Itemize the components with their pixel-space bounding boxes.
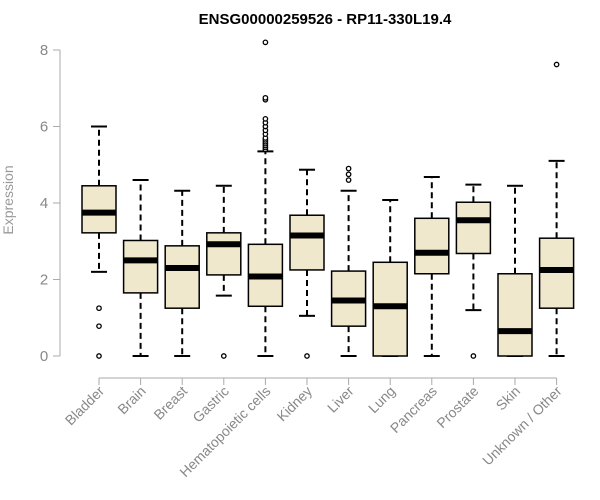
box-iqr bbox=[289, 214, 325, 271]
outlier-point bbox=[470, 353, 477, 359]
outlier-point bbox=[345, 177, 352, 183]
y-tick-label: 4 bbox=[40, 195, 48, 212]
outlier-point bbox=[553, 61, 560, 68]
outlier-point bbox=[345, 171, 352, 178]
box-iqr bbox=[164, 245, 200, 309]
boxes bbox=[81, 39, 575, 359]
outlier-point bbox=[96, 353, 102, 359]
x-tick-label: Liver bbox=[324, 383, 357, 416]
outlier-point bbox=[262, 116, 269, 122]
y-tick-label: 0 bbox=[40, 348, 48, 365]
y-axis-label: Expression bbox=[0, 165, 16, 234]
outlier-point bbox=[220, 353, 227, 359]
x-tick-label: Skin bbox=[493, 383, 524, 414]
outlier-point bbox=[262, 94, 269, 101]
x-tick-label: Bladder bbox=[62, 383, 108, 429]
y-tick-label: 8 bbox=[40, 42, 48, 59]
box-iqr bbox=[122, 239, 159, 294]
outlier-point bbox=[345, 165, 352, 172]
outlier-point bbox=[96, 305, 102, 312]
box-iqr bbox=[497, 273, 533, 357]
x-tick-label: Prostate bbox=[433, 383, 481, 431]
box-liver bbox=[330, 165, 367, 357]
box-hematopoietic-cells bbox=[247, 39, 284, 357]
y-tick-label: 6 bbox=[40, 119, 48, 136]
box-breast bbox=[164, 189, 200, 357]
box-kidney bbox=[289, 168, 325, 359]
y-tick-label: 2 bbox=[40, 272, 48, 289]
outlier-point bbox=[262, 39, 269, 46]
box-iqr bbox=[414, 217, 450, 275]
x-tick-label: Brain bbox=[114, 383, 148, 417]
box-skin bbox=[497, 184, 533, 357]
box-lung bbox=[372, 198, 408, 357]
chart-title: ENSG00000259526 - RP11-330L19.4 bbox=[199, 11, 452, 28]
x-tick-label: Unknown / Other bbox=[479, 383, 565, 469]
x-tick-label: Breast bbox=[150, 383, 190, 423]
box-iqr bbox=[455, 201, 492, 255]
box-brain bbox=[122, 179, 159, 357]
outlier-point bbox=[304, 353, 310, 359]
axes bbox=[53, 49, 558, 385]
box-pancreas bbox=[414, 175, 450, 357]
box-prostate bbox=[455, 183, 492, 359]
box-gastric bbox=[206, 184, 242, 359]
outlier-point bbox=[96, 323, 102, 330]
x-tick-label: Lung bbox=[365, 383, 398, 416]
box-bladder bbox=[81, 125, 117, 359]
box-unknown-other bbox=[538, 61, 575, 357]
box-iqr bbox=[206, 232, 242, 276]
box-iqr bbox=[538, 237, 575, 309]
box-iqr bbox=[81, 185, 117, 234]
x-tick-label: Kidney bbox=[274, 383, 316, 425]
